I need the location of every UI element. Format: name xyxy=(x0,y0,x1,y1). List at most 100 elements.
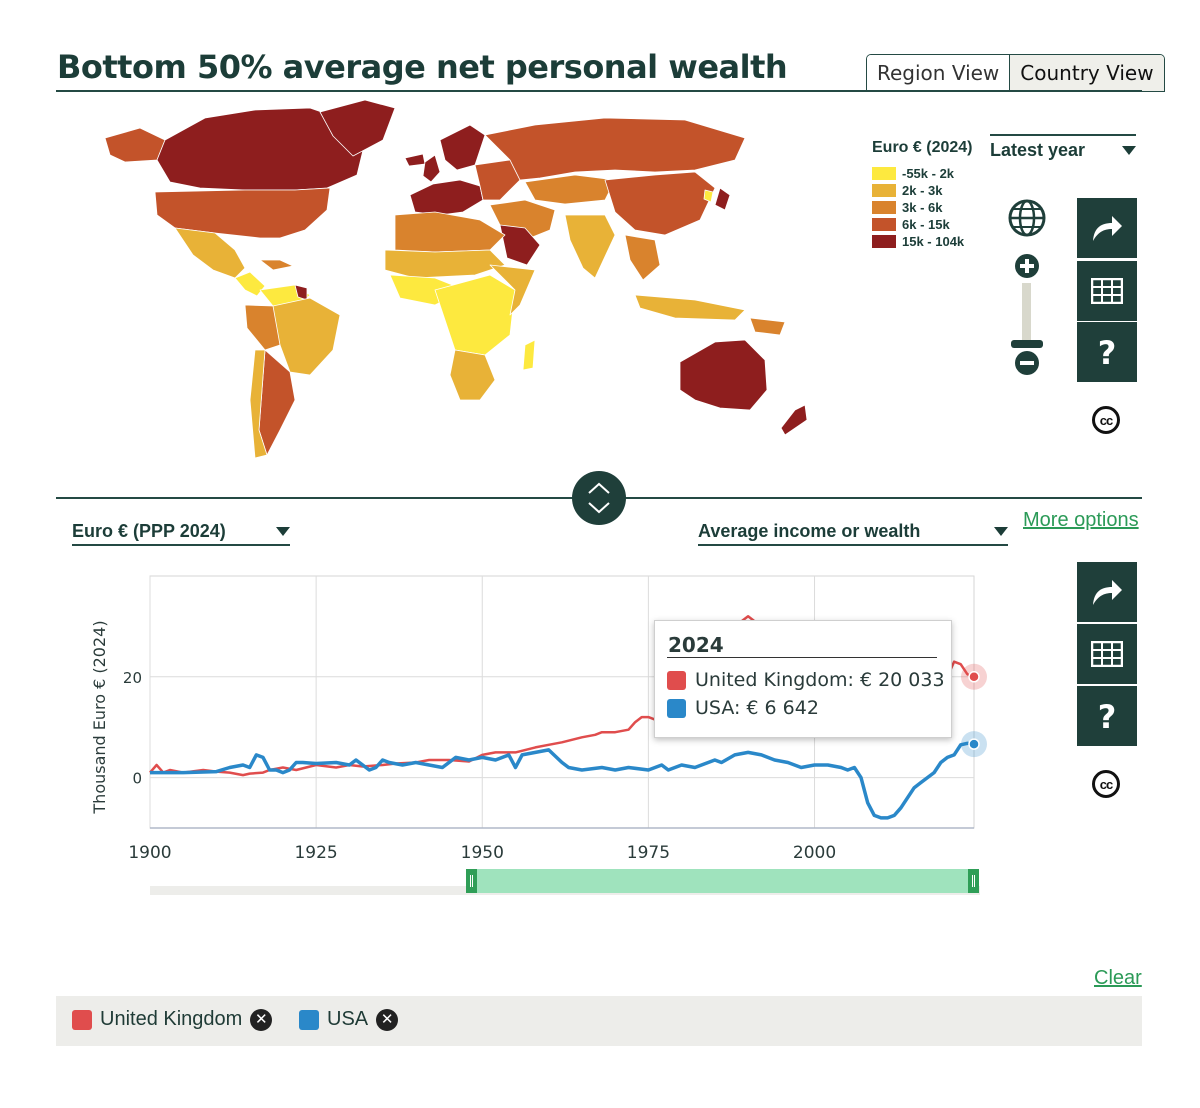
selected-countries-bar: United Kingdom ✕ USA ✕ xyxy=(56,996,1142,1046)
selected-country-usa[interactable]: USA ✕ xyxy=(299,1008,399,1031)
map-region-australia[interactable] xyxy=(679,339,768,411)
world-map[interactable] xyxy=(95,100,855,470)
map-region-caribbean[interactable] xyxy=(259,259,294,271)
legend-item[interactable]: 15k - 104k xyxy=(872,234,964,249)
map-region-papua[interactable] xyxy=(749,317,786,336)
share-icon xyxy=(1093,216,1122,241)
more-options-link[interactable]: More options xyxy=(1023,509,1139,531)
map-region-new-zealand[interactable] xyxy=(780,404,808,436)
map-region-southeast-asia[interactable] xyxy=(624,234,661,281)
currency-select[interactable]: Euro € (PPP 2024) xyxy=(72,518,290,546)
time-range-selection[interactable] xyxy=(472,869,978,893)
map-region-china[interactable] xyxy=(604,171,716,236)
remove-uk-close-icon[interactable]: ✕ xyxy=(250,1008,273,1031)
map-region-usa[interactable] xyxy=(154,187,331,239)
map-region-india[interactable] xyxy=(564,214,616,279)
legend-item[interactable]: 6k - 15k xyxy=(872,217,950,232)
map-region-sahel[interactable] xyxy=(384,249,506,279)
tooltip-label-uk: United Kingdom: € 20 033 xyxy=(695,669,945,691)
map-legend-title: Euro € (2024) xyxy=(872,139,973,156)
table-icon xyxy=(1091,641,1123,667)
share-icon xyxy=(1093,580,1122,605)
range-start-handle[interactable] xyxy=(466,869,477,893)
map-region-saudi-arabia[interactable] xyxy=(499,224,541,266)
chart-tooltip: 2024 United Kingdom: € 20 033 USA: € 6 6… xyxy=(654,620,952,738)
chart-table-button[interactable] xyxy=(1077,624,1137,684)
map-region-north-africa[interactable] xyxy=(394,211,506,253)
x-tick-label: 1925 xyxy=(294,843,337,863)
tooltip-divider xyxy=(667,657,937,658)
zoom-slider-handle[interactable] xyxy=(1011,340,1043,348)
tooltip-row-uk: United Kingdom: € 20 033 xyxy=(667,669,945,691)
legend-item[interactable]: 2k - 3k xyxy=(872,183,942,198)
clear-link[interactable]: Clear xyxy=(1094,967,1142,989)
legend-label: 2k - 3k xyxy=(902,183,943,198)
map-table-button[interactable] xyxy=(1077,261,1137,321)
collapse-toggle-button[interactable] xyxy=(572,471,626,525)
svg-text:?: ? xyxy=(1098,700,1117,732)
y-axis-label: Thousand Euro € (2024) xyxy=(90,620,109,814)
legend-label: 3k - 6k xyxy=(902,200,943,215)
map-region-korea[interactable] xyxy=(703,189,714,203)
map-region-peru[interactable] xyxy=(244,304,281,351)
map-region-japan[interactable] xyxy=(714,187,731,211)
range-end-handle[interactable] xyxy=(968,869,979,893)
x-tick-label: 1975 xyxy=(627,843,670,863)
map-region-iceland[interactable] xyxy=(404,153,426,167)
currency-select-value: Euro € (PPP 2024) xyxy=(72,520,226,541)
map-region-southern-africa[interactable] xyxy=(449,349,496,401)
cc-license-icon: cc xyxy=(1092,406,1120,434)
legend-swatch xyxy=(872,184,896,197)
country-view-button[interactable]: Country View xyxy=(1009,55,1164,91)
map-region-uk[interactable] xyxy=(422,154,441,183)
legend-item[interactable]: -55k - 2k xyxy=(872,166,954,181)
map-share-button[interactable] xyxy=(1077,198,1137,258)
map-region-greenland[interactable] xyxy=(319,100,396,157)
map-region-madagascar[interactable] xyxy=(522,339,536,371)
title-divider xyxy=(56,90,1142,92)
plus-icon[interactable] xyxy=(1014,253,1040,279)
selected-country-label: USA xyxy=(327,1008,369,1030)
minus-icon[interactable] xyxy=(1014,350,1040,376)
region-view-button[interactable]: Region View xyxy=(867,55,1010,91)
legend-label: -55k - 2k xyxy=(902,166,955,181)
svg-text:?: ? xyxy=(1098,336,1117,368)
map-region-east-africa[interactable] xyxy=(489,264,536,316)
map-region-mexico[interactable] xyxy=(174,227,246,279)
uk-color-swatch xyxy=(72,1009,92,1030)
view-toggle: Region View Country View xyxy=(866,54,1165,92)
measure-select[interactable]: Average income or wealth xyxy=(698,518,1008,546)
tooltip-year: 2024 xyxy=(668,633,724,657)
legend-swatch xyxy=(872,167,896,180)
chevron-up-down-icon xyxy=(588,482,610,514)
chevron-down-icon xyxy=(276,526,290,536)
zoom-slider-track[interactable] xyxy=(1022,283,1031,345)
legend-item[interactable]: 3k - 6k xyxy=(872,200,942,215)
map-region-alaska[interactable] xyxy=(104,127,166,163)
year-select[interactable]: Latest year xyxy=(990,134,1136,164)
map-region-central-africa[interactable] xyxy=(434,274,516,356)
map-region-central-asia[interactable] xyxy=(524,174,616,205)
chart-help-button[interactable]: ? xyxy=(1077,686,1137,746)
map-region-chile[interactable] xyxy=(249,349,268,459)
map-help-button[interactable]: ? xyxy=(1077,322,1137,382)
measure-select-value: Average income or wealth xyxy=(698,520,921,541)
map-region-canada[interactable] xyxy=(156,107,366,191)
map-region-indonesia[interactable] xyxy=(634,294,746,321)
x-tick-label: 1950 xyxy=(461,843,504,863)
tooltip-label-usa: USA: € 6 642 xyxy=(695,697,819,719)
series-line-usa xyxy=(150,741,975,820)
map-region-scandinavia[interactable] xyxy=(439,124,486,171)
y-tick-label: 0 xyxy=(132,770,142,788)
map-region-western-europe[interactable] xyxy=(409,179,484,216)
tooltip-row-usa: USA: € 6 642 xyxy=(667,697,819,719)
remove-usa-close-icon[interactable]: ✕ xyxy=(376,1008,399,1031)
selected-country-uk[interactable]: United Kingdom ✕ xyxy=(72,1008,273,1031)
legend-swatch xyxy=(872,201,896,214)
map-region-russia[interactable] xyxy=(484,117,746,181)
chart-share-button[interactable] xyxy=(1077,562,1137,622)
help-icon: ? xyxy=(1098,336,1117,368)
globe-icon[interactable] xyxy=(1007,198,1047,238)
map-region-central-america[interactable] xyxy=(234,271,266,297)
selected-country-label: United Kingdom xyxy=(100,1008,243,1030)
